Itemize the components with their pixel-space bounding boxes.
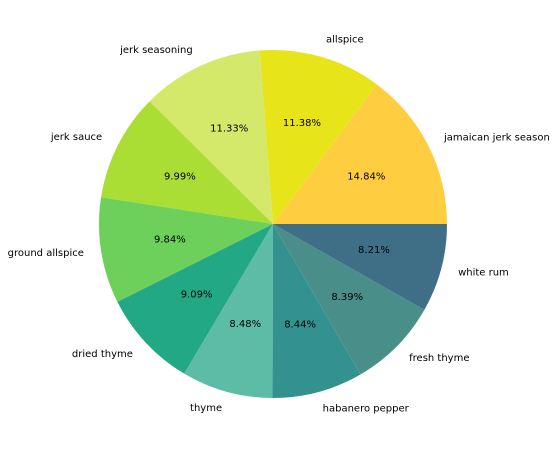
slice-thyme xyxy=(184,224,273,398)
percent-label-thyme: 8.48% xyxy=(229,319,261,330)
percent-label-dried-thyme: 9.09% xyxy=(181,290,213,301)
percent-label-jamaican-jerk-season: 14.84% xyxy=(347,172,385,183)
percent-label-habanero-pepper: 8.44% xyxy=(284,319,316,330)
category-label-jerk-sauce: jerk sauce xyxy=(50,132,102,143)
percent-label-ground-allspice: 9.84% xyxy=(154,235,186,246)
pie-slices xyxy=(99,49,447,399)
pie-labels: 14.84% jamaican jerk season 11.38% allspice… xyxy=(8,35,550,415)
slice-ground-allspice xyxy=(99,197,273,302)
slice-allspice xyxy=(259,49,377,224)
slice-fresh-thyme xyxy=(273,224,425,375)
category-label-fresh-thyme: fresh thyme xyxy=(409,353,469,364)
category-label-jerk-seasoning: jerk seasoning xyxy=(119,45,193,56)
percent-label-fresh-thyme: 8.39% xyxy=(331,292,363,303)
slice-jerk-seasoning xyxy=(149,50,273,225)
category-label-jamaican-jerk-season: jamaican jerk season xyxy=(443,132,550,143)
slice-jamaican-jerk-season xyxy=(273,84,447,224)
category-label-habanero-pepper: habanero pepper xyxy=(323,403,410,414)
category-label-white-rum: white rum xyxy=(458,267,509,278)
slice-habanero-pepper xyxy=(272,224,361,399)
category-label-dried-thyme: dried thyme xyxy=(72,349,133,360)
percent-label-jerk-seasoning: 11.33% xyxy=(210,124,248,135)
slice-jerk-sauce xyxy=(101,101,273,224)
percent-label-allspice: 11.38% xyxy=(283,118,321,129)
slice-white-rum xyxy=(273,224,447,310)
slice-dried-thyme xyxy=(117,224,274,374)
category-label-allspice: allspice xyxy=(326,35,364,46)
category-label-thyme: thyme xyxy=(190,403,222,414)
percent-label-white-rum: 8.21% xyxy=(358,245,390,256)
category-label-ground-allspice: ground allspice xyxy=(8,248,84,259)
percent-label-jerk-sauce: 9.99% xyxy=(164,171,196,182)
